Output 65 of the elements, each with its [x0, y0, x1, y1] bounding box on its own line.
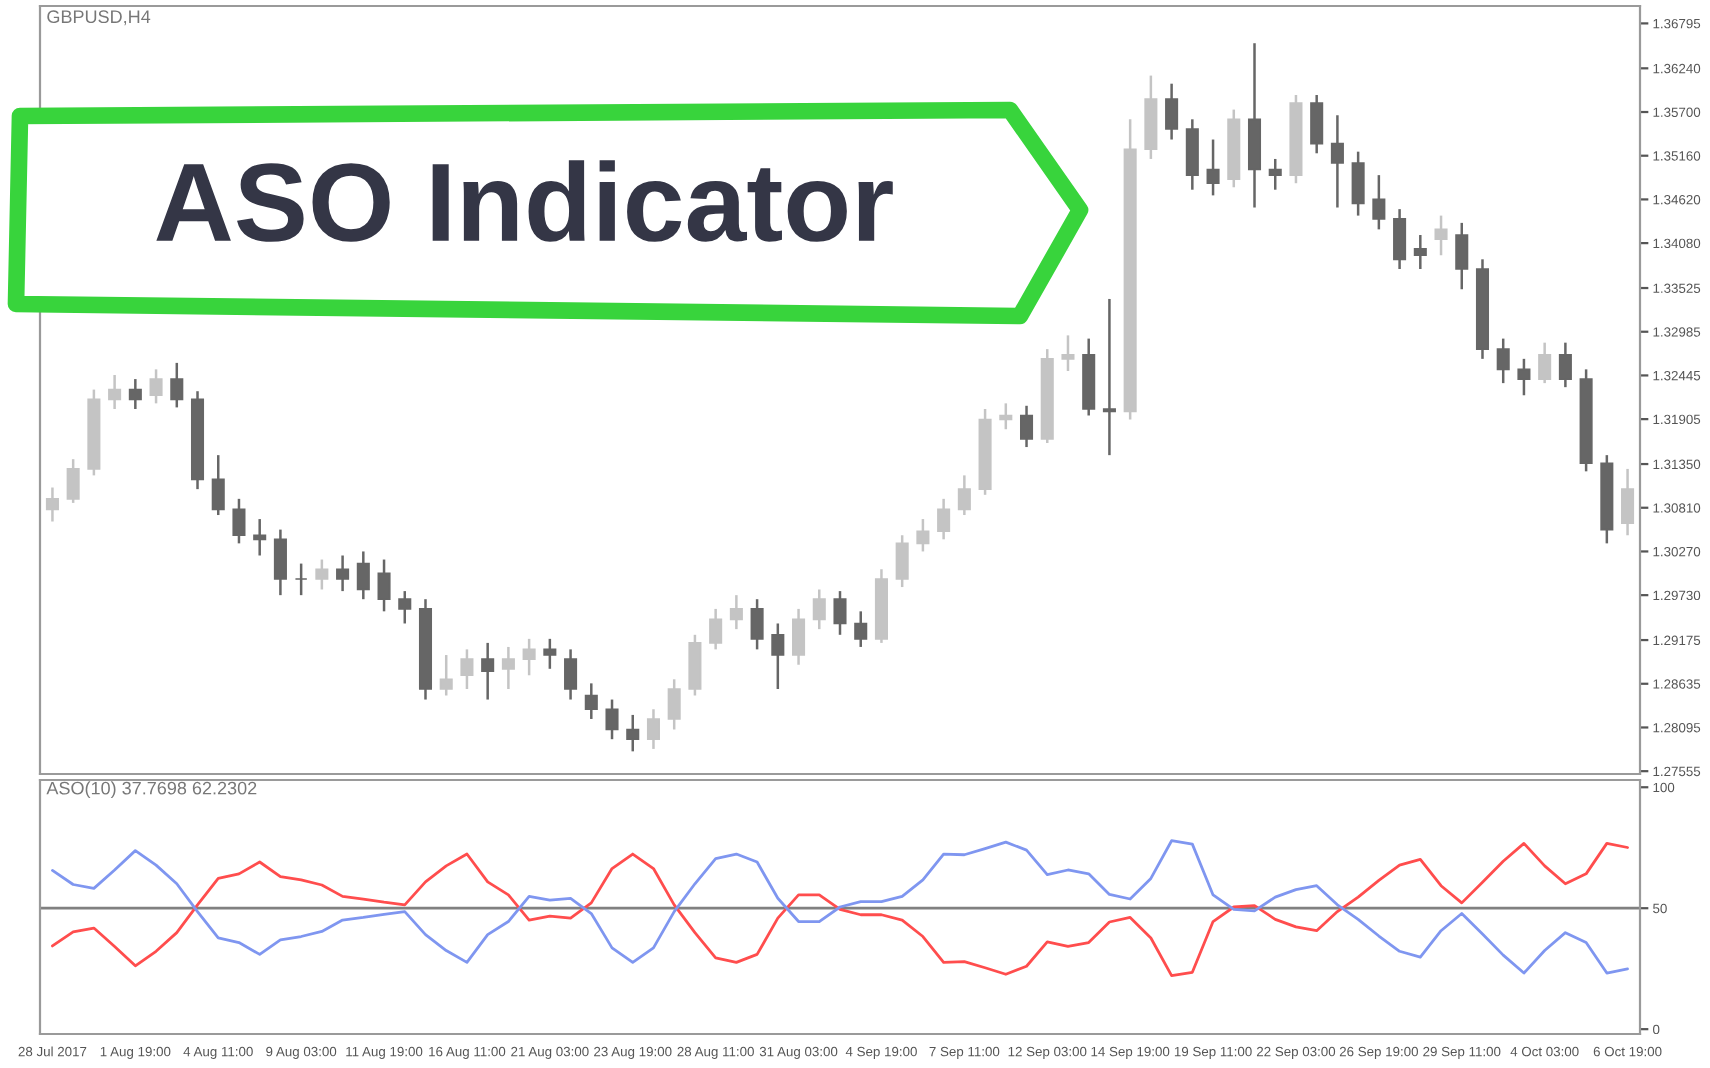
candlestick: [501, 645, 515, 691]
candlestick: [439, 653, 453, 697]
candlestick: [688, 633, 702, 697]
candlestick: [211, 453, 225, 517]
candlestick: [957, 474, 971, 517]
candlestick: [66, 457, 80, 505]
candlestick: [170, 361, 184, 409]
candlestick: [543, 637, 557, 671]
candlestick: [999, 402, 1013, 431]
text: ASO Indicator: [156, 160, 893, 242]
annotation: GBPUSD,H4: [47, 10, 151, 26]
candlestick: [128, 377, 142, 411]
candlestick: [1310, 93, 1324, 155]
candlestick: [377, 558, 391, 613]
candlestick: [398, 589, 412, 625]
candlestick: [854, 610, 868, 649]
candlestick: [460, 648, 474, 691]
candlestick: [1165, 82, 1179, 141]
candlestick: [833, 589, 847, 637]
candlestick: [1517, 357, 1531, 397]
candlestick: [667, 678, 681, 731]
candlestick: [108, 373, 122, 411]
candlestick: [564, 648, 578, 701]
candlestick: [1102, 297, 1116, 457]
candlestick: [336, 554, 350, 593]
candlestick: [1621, 467, 1635, 537]
candlestick: [1538, 341, 1552, 385]
candlestick: [253, 517, 267, 557]
candlestick: [481, 641, 495, 701]
candlestick: [792, 607, 806, 666]
candlestick: [232, 497, 246, 545]
candlestick: [1019, 404, 1034, 449]
candlestick: [1185, 118, 1199, 191]
candlestick: [1061, 334, 1075, 373]
candlestick: [1351, 150, 1365, 217]
candlestick: [273, 528, 287, 597]
candlestick: [1206, 138, 1220, 197]
candlestick: [729, 593, 743, 631]
candlestick: [1496, 337, 1510, 385]
candlestick: [1558, 341, 1572, 389]
candlestick: [812, 588, 826, 631]
candlestick: [1372, 173, 1386, 231]
candlestick: [709, 607, 723, 651]
candlestick: [626, 713, 640, 753]
candlestick: [522, 637, 536, 677]
candlestick: [356, 550, 370, 601]
candlestick: [1434, 214, 1448, 257]
candlestick: [1268, 157, 1282, 191]
candlestick: [294, 562, 308, 597]
candlestick: [1413, 233, 1427, 271]
candlestick: [646, 708, 661, 751]
annotation: ASO(10) 37.7698 62.2302: [46, 781, 257, 799]
candlestick: [750, 597, 764, 651]
candlestick: [895, 534, 909, 589]
candlestick: [1393, 207, 1407, 271]
candlestick: [605, 698, 619, 741]
candlestick: [45, 486, 59, 523]
candlestick: [1455, 221, 1469, 291]
candlestick: [916, 517, 930, 553]
candlestick: [584, 682, 598, 721]
candlestick: [149, 368, 163, 405]
candlestick: [937, 497, 951, 541]
candlestick: [315, 558, 329, 591]
candlestick: [1330, 114, 1344, 209]
candlestick: [771, 622, 785, 691]
